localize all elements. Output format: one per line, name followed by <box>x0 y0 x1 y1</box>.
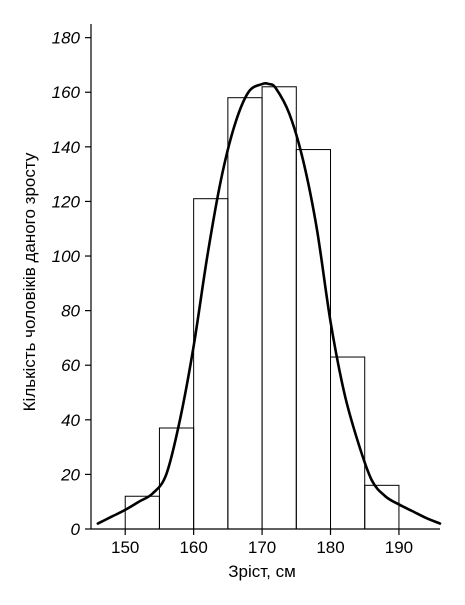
y-tick-label-0: 0 <box>71 520 81 539</box>
y-tick-label-80: 80 <box>61 302 80 321</box>
x-tick-label-150: 150 <box>111 538 139 557</box>
normal-fit-curve <box>96 81 442 525</box>
histogram-bar-165-170 <box>227 97 263 530</box>
x-tick-label-190: 190 <box>385 538 413 557</box>
y-axis-title: Кількість чоловіків даного зросту <box>20 152 39 411</box>
y-tick-label-160: 160 <box>52 83 81 102</box>
y-tick-label-100: 100 <box>52 247 81 266</box>
y-tick-label-60: 60 <box>61 356 80 375</box>
y-tick-label-40: 40 <box>61 411 80 430</box>
x-tick-label-160: 160 <box>179 538 207 557</box>
bars-layer <box>124 86 400 530</box>
y-ticks-layer: 0 20 40 60 80 100 120 140 160 180 <box>52 29 91 539</box>
y-tick-label-180: 180 <box>52 29 81 48</box>
y-tick-label-120: 120 <box>52 192 81 211</box>
histogram-bar-170-175 <box>261 86 297 530</box>
x-tick-label-180: 180 <box>316 538 344 557</box>
x-axis-title: Зріст, см <box>228 562 296 581</box>
y-tick-label-140: 140 <box>52 138 81 157</box>
histogram-bar-160-165 <box>193 198 229 530</box>
x-ticks-layer: 150 160 170 180 190 <box>111 529 413 557</box>
y-tick-label-20: 20 <box>60 465 80 484</box>
x-tick-label-170: 170 <box>248 538 276 557</box>
